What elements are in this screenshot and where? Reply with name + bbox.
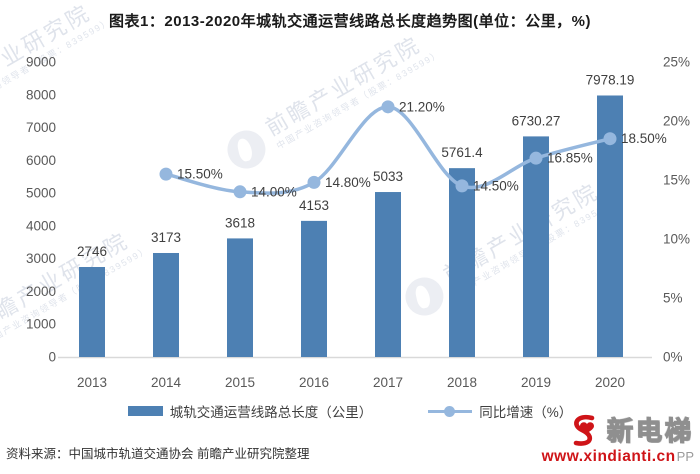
bar-2013 xyxy=(79,266,105,357)
x-axis-label: 2018 xyxy=(447,375,477,390)
chart-legend: 城轨交通运营线路总长度（公里） 同比增速（%） xyxy=(0,401,700,421)
occluded-watermark-fragment: PP xyxy=(676,449,694,464)
left-axis-tick-label: 6000 xyxy=(26,153,56,168)
line-marker-2017 xyxy=(381,100,395,114)
bar-value-label: 4153 xyxy=(299,198,329,213)
left-axis-tick-label: 9000 xyxy=(26,55,56,70)
x-axis-label: 2019 xyxy=(521,375,551,390)
line-series-label: 同比增速（%） xyxy=(479,405,573,420)
left-axis-tick-label: 5000 xyxy=(26,186,56,201)
source-note: 资料来源：中国城市轨道交通协会 前瞻产业研究院整理 xyxy=(6,447,310,461)
bar-value-label: 2746 xyxy=(77,244,107,259)
bar-2016 xyxy=(301,220,327,357)
xindianti-logo: 新电梯 www.xindianti.cnPP xyxy=(542,414,694,466)
bar-value-label: 6730.27 xyxy=(512,113,561,128)
left-axis-tick-label: 3000 xyxy=(26,251,56,266)
bar-value-label: 7978.19 xyxy=(586,72,635,87)
line-value-label: 14.50% xyxy=(473,178,519,193)
right-axis-tick-label: 0% xyxy=(663,350,683,365)
bar-value-label: 3173 xyxy=(151,230,181,245)
right-axis-tick-label: 5% xyxy=(663,291,683,306)
right-axis-tick-label: 15% xyxy=(663,173,690,188)
left-axis-tick-label: 0 xyxy=(48,350,56,365)
bar-2017 xyxy=(375,192,401,357)
bar-2014 xyxy=(153,252,179,357)
right-axis-tick-label: 20% xyxy=(663,114,690,129)
left-axis-tick-label: 8000 xyxy=(26,87,56,102)
bar-value-label: 5033 xyxy=(373,169,403,184)
logo-brand-text: 新电梯 xyxy=(606,415,694,446)
bar-series-swatch xyxy=(127,406,163,416)
x-axis-label: 2017 xyxy=(373,375,403,390)
line-series-swatch xyxy=(428,405,473,417)
x-axis-label: 2020 xyxy=(595,375,625,390)
x-axis-label: 2013 xyxy=(77,375,107,390)
line-marker-2016 xyxy=(307,175,321,189)
line-marker-2020 xyxy=(603,132,617,146)
left-axis-tick-label: 2000 xyxy=(26,284,56,299)
left-axis-tick-label: 4000 xyxy=(26,218,56,233)
figure-eight-heart-icon xyxy=(573,414,595,446)
right-axis-tick-label: 25% xyxy=(663,55,690,70)
left-axis-tick-label: 1000 xyxy=(26,317,56,332)
bar-2019 xyxy=(523,136,549,357)
line-marker-2019 xyxy=(529,151,543,165)
x-axis-label: 2014 xyxy=(151,375,182,390)
logo-url: www.xindianti.cn xyxy=(541,448,676,465)
line-marker-2018 xyxy=(455,179,469,193)
left-axis-tick-label: 7000 xyxy=(26,120,56,135)
bar-series-label: 城轨交通运营线路总长度（公里） xyxy=(169,405,373,420)
bar-value-label: 3618 xyxy=(225,215,255,230)
line-value-label: 14.80% xyxy=(325,175,371,190)
line-value-label: 21.20% xyxy=(399,99,445,114)
line-value-label: 15.50% xyxy=(177,167,223,182)
bar-2015 xyxy=(227,238,253,357)
x-axis-label: 2016 xyxy=(299,375,329,390)
chart-title: 图表1：2013-2020年城轨交通运营线路总长度趋势图(单位：公里，%) xyxy=(109,13,591,30)
legend-item-bar-series: 城轨交通运营线路总长度（公里） xyxy=(127,401,373,421)
line-value-label: 18.50% xyxy=(621,131,667,146)
line-marker-2014 xyxy=(159,167,173,181)
bar-value-label: 5761.4 xyxy=(441,145,483,160)
legend-item-line-series: 同比增速（%） xyxy=(428,401,572,421)
line-value-label: 16.85% xyxy=(547,151,593,166)
bar-2018 xyxy=(449,168,475,357)
line-value-label: 14.00% xyxy=(251,184,297,199)
x-axis-label: 2015 xyxy=(225,375,255,390)
line-marker-2015 xyxy=(233,185,247,199)
right-axis-tick-label: 10% xyxy=(663,232,690,247)
